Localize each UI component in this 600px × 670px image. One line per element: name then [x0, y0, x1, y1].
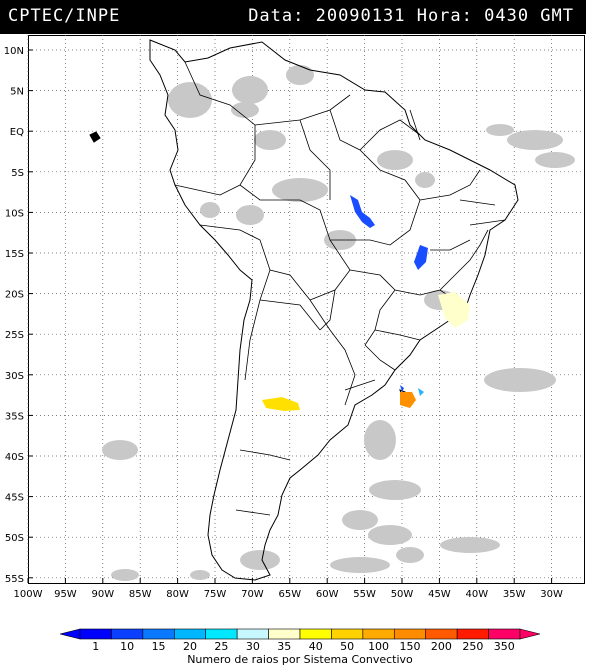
storm-cell-paleyellow-se [438, 292, 470, 328]
legend-value: 150 [400, 640, 421, 650]
lat-label: 35S [5, 411, 24, 422]
legend-value: 1 [92, 640, 99, 650]
legend-swatch [488, 628, 521, 640]
legend-swatch [79, 628, 112, 640]
storm-cell-yellow-argentina [262, 397, 300, 411]
legend-value: 30 [246, 640, 260, 650]
lon-label: 40W [465, 589, 488, 600]
legend-value: 15 [152, 640, 166, 650]
lon-label: 100W [14, 589, 43, 600]
legend-arrow-left [59, 628, 81, 640]
org-title: CPTEC/INPE [8, 6, 121, 26]
legend-value: 35 [277, 640, 291, 650]
lon-label: 90W [91, 589, 114, 600]
lon-label: 95W [54, 589, 77, 600]
latitude-labels: 10N 5N EQ 5S 10S 15S 20S 25S 30S 35S 40S 45S 50S 55S [4, 46, 33, 585]
lat-label: 45S [5, 493, 24, 504]
lat-label: 25S [5, 330, 24, 341]
lon-label: 50W [391, 589, 414, 600]
legend-swatch [236, 628, 269, 640]
date-time-label: Data: 20090131 Hora: 0430 GMT [248, 6, 574, 26]
lat-label: EQ [10, 127, 24, 138]
storm-cell-orange-south [400, 392, 416, 408]
lon-label: 80W [166, 589, 189, 600]
lat-label: 40S [5, 452, 24, 463]
legend-title: Numero de raios por Sistema Convectivo [187, 653, 413, 666]
lightning-map: 10N5NEQ5S10S15S20S25S30S35S40S45S50S55S … [4, 35, 585, 650]
lat-label: 5S [11, 168, 24, 179]
lat-label: 55S [5, 574, 24, 585]
lat-label: 10S [5, 208, 24, 219]
legend-swatch [299, 628, 332, 640]
storm-cell-cyan-south [400, 385, 404, 392]
legend-value: 50 [340, 640, 354, 650]
political-borders [174, 61, 506, 516]
lat-label: 10N [4, 46, 24, 57]
header-bar: CPTEC/INPE Data: 20090131 Hora: 0430 GMT [0, 0, 586, 34]
legend-swatch [205, 628, 238, 640]
lon-label: 35W [503, 589, 526, 600]
legend-value: 40 [309, 640, 323, 650]
legend-value: 10 [120, 640, 134, 650]
legend-value: 20 [183, 640, 197, 650]
lon-label: 60W [316, 589, 339, 600]
lat-label: 20S [5, 290, 24, 301]
lat-label: 5N [10, 87, 24, 98]
storm-cell-blue-central [350, 195, 375, 228]
convective-systems [262, 195, 470, 411]
legend-value: 100 [368, 640, 389, 650]
lat-label: 15S [5, 249, 24, 260]
lon-label: 45W [428, 589, 451, 600]
lon-label: 70W [241, 589, 264, 600]
lon-label: 85W [129, 589, 152, 600]
legend-swatch [393, 628, 427, 640]
lat-label: 30S [5, 371, 24, 382]
legend-swatch [331, 628, 364, 640]
lon-label: 65W [278, 589, 301, 600]
lon-label: 75W [204, 589, 227, 600]
coastline [89, 39, 519, 581]
legend-value: 250 [462, 640, 483, 650]
legend-value: 200 [431, 640, 452, 650]
legend-swatch [362, 628, 395, 640]
legend-value: 25 [214, 640, 228, 650]
lat-label: 50S [5, 533, 24, 544]
lon-label: 55W [353, 589, 376, 600]
legend-swatch [425, 628, 458, 640]
legend-swatch [142, 628, 175, 640]
legend-swatch [456, 628, 489, 640]
lon-label: 30W [540, 589, 563, 600]
storm-cell-lightblue-south [418, 388, 424, 396]
longitude-labels: 100W 95W 90W 85W 80W 75W 70W 65W 60W 55W 50W 45W 40W… [14, 578, 563, 600]
legend-arrow-right [519, 628, 541, 640]
legend-value: 350 [494, 640, 515, 650]
legend-swatch [268, 628, 301, 640]
storm-cell-blue-east [414, 245, 428, 270]
legend-swatch [173, 628, 207, 640]
color-legend: 1 10 15 20 25 30 35 40 50 100 150 200 250 350 [59, 628, 541, 650]
legend-swatch [111, 628, 144, 640]
